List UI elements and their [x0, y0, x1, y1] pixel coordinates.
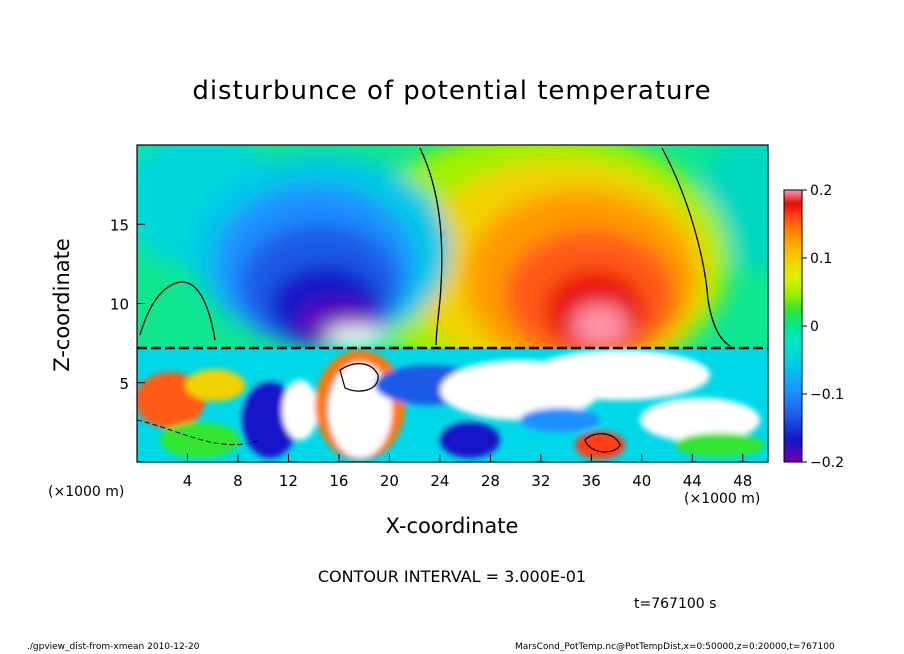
- colorbar-tick-label: −0.2: [810, 455, 844, 471]
- x-tick-label: 16: [329, 472, 348, 490]
- colorbar: [783, 189, 803, 463]
- y-tick-label: 5: [119, 375, 129, 393]
- colorbar-ticks: 0.2 0.1 0 −0.1 −0.2: [802, 183, 844, 471]
- x-unit-right: (×1000 m): [684, 491, 761, 507]
- colorbar-tick-label: −0.1: [810, 387, 844, 403]
- x-tick-label: 20: [380, 472, 399, 490]
- time-label: t=767100 s: [634, 596, 717, 612]
- x-tick-label: 24: [430, 472, 449, 490]
- x-axis-label: X-coordinate: [385, 514, 519, 538]
- x-tick-label: 48: [733, 472, 752, 490]
- y-tick-label: 15: [110, 216, 129, 234]
- x-tick-label: 40: [632, 472, 651, 490]
- x-tick-label: 32: [531, 472, 550, 490]
- y-tick-label: 10: [110, 296, 129, 314]
- field-layer: [137, 145, 768, 462]
- x-ticks: 4 8 12 16 20 24 28 32 36 40 44 48: [183, 454, 752, 490]
- colorbar-tick-label: 0.1: [810, 251, 832, 267]
- x-tick-label: 4: [183, 472, 193, 490]
- y-ticks: 5 10 15: [110, 216, 145, 393]
- footer-right: MarsCond_PotTemp.nc@PotTempDist,x=0:5000…: [515, 642, 835, 652]
- x-tick-label: 12: [279, 472, 298, 490]
- footer-left: ./gpview_dist-from-xmean 2010-12-20: [27, 642, 200, 652]
- x-tick-label: 28: [481, 472, 500, 490]
- colorbar-tick-label: 0.2: [810, 183, 832, 199]
- x-tick-label: 36: [582, 472, 601, 490]
- x-unit-left: (×1000 m): [48, 484, 125, 500]
- colorbar-tick-label: 0: [810, 319, 819, 335]
- x-tick-label: 44: [683, 472, 702, 490]
- contour-interval: CONTOUR INTERVAL = 3.000E-01: [317, 567, 587, 586]
- chart-title: disturbunce of potential temperature: [192, 76, 712, 106]
- x-tick-label: 8: [233, 472, 243, 490]
